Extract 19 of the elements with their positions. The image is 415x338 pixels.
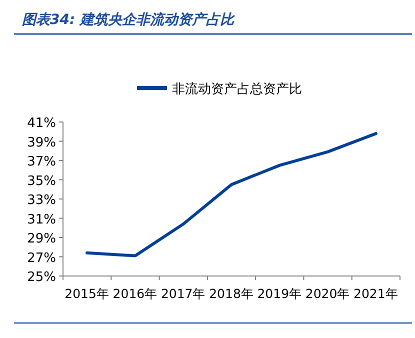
y-tick-label: 27% xyxy=(27,250,56,266)
y-tick-label: 39% xyxy=(27,135,56,150)
y-tick-label: 33% xyxy=(27,193,56,208)
y-tick-label: 37% xyxy=(27,154,56,170)
x-tick-label: 2021年 xyxy=(354,286,398,301)
x-tick-label: 2015年 xyxy=(64,286,110,301)
y-tick-label: 31% xyxy=(27,212,56,228)
x-tick-label: 2016年 xyxy=(112,286,158,301)
chart-title: 图表34: 建筑央企非流动资产占比 xyxy=(22,11,236,28)
y-tick-label: 41% xyxy=(27,116,56,131)
y-tick-label: 35% xyxy=(27,174,56,189)
y-tick-label: 25% xyxy=(27,270,56,285)
line-series xyxy=(86,132,378,258)
x-tick-label: 2018年 xyxy=(209,286,254,301)
x-tick-label: 2019年 xyxy=(257,286,302,301)
x-tick-label: 2017年 xyxy=(160,286,206,301)
x-tick-label: 2020年 xyxy=(305,286,350,301)
legend-label: 非流动资产占总资产比 xyxy=(172,81,302,97)
y-tick-label: 29% xyxy=(27,232,56,246)
